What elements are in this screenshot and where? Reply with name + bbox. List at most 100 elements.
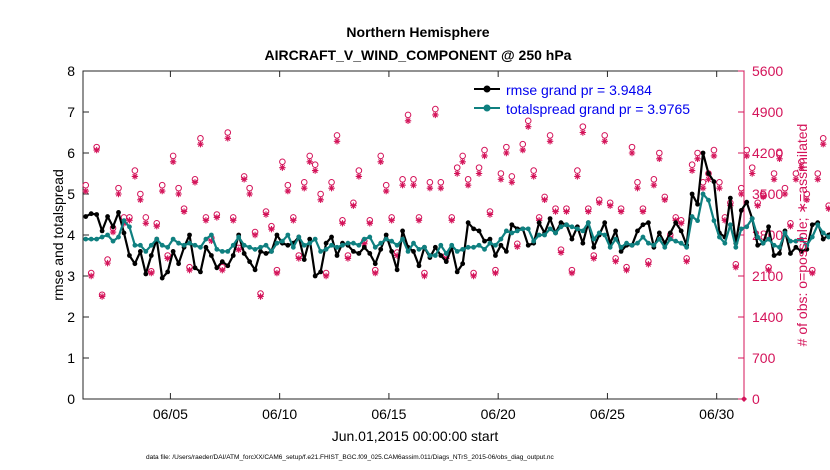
totalspread-point xyxy=(110,238,116,244)
rmse-point xyxy=(503,249,509,254)
rmse-point xyxy=(793,244,799,250)
totalspread-point xyxy=(733,244,739,250)
y-tick-label: 6 xyxy=(67,145,75,161)
obs-assimilated-point xyxy=(311,167,319,174)
rmse-point xyxy=(378,246,384,252)
rmse-point xyxy=(777,251,782,256)
rmse-point xyxy=(230,253,236,258)
obs-assimilated-point xyxy=(82,187,89,195)
rmse-point xyxy=(820,236,826,242)
totalspread-point xyxy=(94,236,100,242)
rmse-point xyxy=(809,222,815,228)
totalspread-point xyxy=(203,236,209,242)
totalspread-point xyxy=(176,240,181,246)
rmse-point xyxy=(711,179,717,185)
totalspread-point xyxy=(580,228,586,234)
obs-assimilated-point xyxy=(677,220,685,227)
rmse-point xyxy=(744,199,750,205)
totalspread-point xyxy=(454,249,460,254)
x-axis-label: Jun.01,2015 00:00:00 start xyxy=(332,428,499,444)
totalspread-point xyxy=(749,216,755,222)
rmse-point xyxy=(143,271,149,277)
obs-assimilated-point xyxy=(93,146,100,154)
totalspread-point xyxy=(640,234,646,240)
obs-assimilated-point xyxy=(530,173,537,180)
totalspread-point xyxy=(788,238,793,244)
y2-tick-label: 4200 xyxy=(752,145,783,161)
obs-assimilated-point xyxy=(710,152,718,160)
obs-assimilated-point xyxy=(421,272,428,280)
totalspread-point xyxy=(482,246,487,252)
totalspread-point xyxy=(165,244,171,250)
rmse-point xyxy=(329,234,334,240)
obs-assimilated-point xyxy=(306,158,313,165)
totalspread-point xyxy=(290,244,296,250)
totalspread-point xyxy=(329,242,334,248)
obs-assimilated-point xyxy=(721,217,729,224)
obs-assimilated-point xyxy=(432,111,439,119)
legend-totalspread-label: totalspread grand pr = 3.9765 xyxy=(506,101,690,117)
rmse-point xyxy=(618,249,624,254)
rmse-point xyxy=(389,249,395,254)
totalspread-point xyxy=(618,244,624,250)
totalspread-point xyxy=(378,240,384,246)
obs-assimilated-point xyxy=(546,138,554,145)
totalspread-point xyxy=(432,253,438,258)
totalspread-point xyxy=(236,234,242,240)
totalspread-point xyxy=(394,242,400,248)
obs-assimilated-point xyxy=(792,176,800,183)
x-axis: 06/05 06/10 06/15 06/20 06/25 06/30 xyxy=(153,71,734,422)
obs-assimilated-point xyxy=(148,269,155,277)
totalspread-point xyxy=(498,236,504,242)
totalspread-point xyxy=(722,240,728,246)
totalspread-point xyxy=(514,228,520,234)
obs-assimilated-point xyxy=(470,272,477,280)
rmse-point xyxy=(640,222,646,228)
obs-assimilated-point xyxy=(606,202,614,209)
totalspread-point xyxy=(405,249,411,254)
totalspread-point xyxy=(804,242,810,248)
obs-assimilated-point xyxy=(596,199,603,206)
legend-totalspread-marker xyxy=(483,104,491,112)
plot-area xyxy=(82,70,745,400)
rmse-point xyxy=(635,228,640,234)
totalspread-point xyxy=(247,244,253,250)
rmse-point xyxy=(667,230,673,236)
obs-assimilated-point xyxy=(820,141,827,148)
totalspread-point xyxy=(137,242,143,248)
rmse-point xyxy=(727,195,733,201)
totalspread-point xyxy=(531,238,537,244)
totalspread-point xyxy=(159,242,165,248)
totalspread-point xyxy=(99,234,105,240)
obs-assimilated-point xyxy=(497,176,505,183)
totalspread-point xyxy=(574,226,580,232)
rmse-point xyxy=(88,211,94,217)
rmse-point xyxy=(285,242,291,248)
rmse-point xyxy=(438,253,444,258)
rmse-point xyxy=(127,253,132,258)
obs-assimilated-point xyxy=(809,269,816,277)
rmse-point xyxy=(372,261,378,267)
obs-assimilated-point xyxy=(290,217,297,224)
x-tick-label: 06/20 xyxy=(481,406,516,422)
totalspread-point xyxy=(181,242,187,248)
obs-assimilated-point xyxy=(164,255,171,262)
rmse-point xyxy=(361,244,367,250)
totalspread-point xyxy=(351,240,356,246)
obs-assimilated-point xyxy=(235,246,242,253)
obs-assimilated-point xyxy=(743,152,750,160)
totalspread-point xyxy=(793,238,799,244)
totalspread-point xyxy=(230,242,236,248)
totalspread-point xyxy=(198,244,203,250)
totalspread-point xyxy=(258,244,263,250)
totalspread-point xyxy=(684,244,690,250)
x-tick-label: 06/15 xyxy=(371,406,406,422)
y2-tick-label: 5600 xyxy=(752,63,783,79)
totalspread-point xyxy=(596,230,602,236)
obs-assimilated-point xyxy=(377,158,384,165)
y2-tick-label: 4900 xyxy=(752,104,783,120)
totalspread-point xyxy=(520,226,526,232)
y-tick-label: 7 xyxy=(67,104,75,120)
obs-assimilated-point xyxy=(574,173,581,180)
obs-assimilated-point xyxy=(732,264,740,271)
